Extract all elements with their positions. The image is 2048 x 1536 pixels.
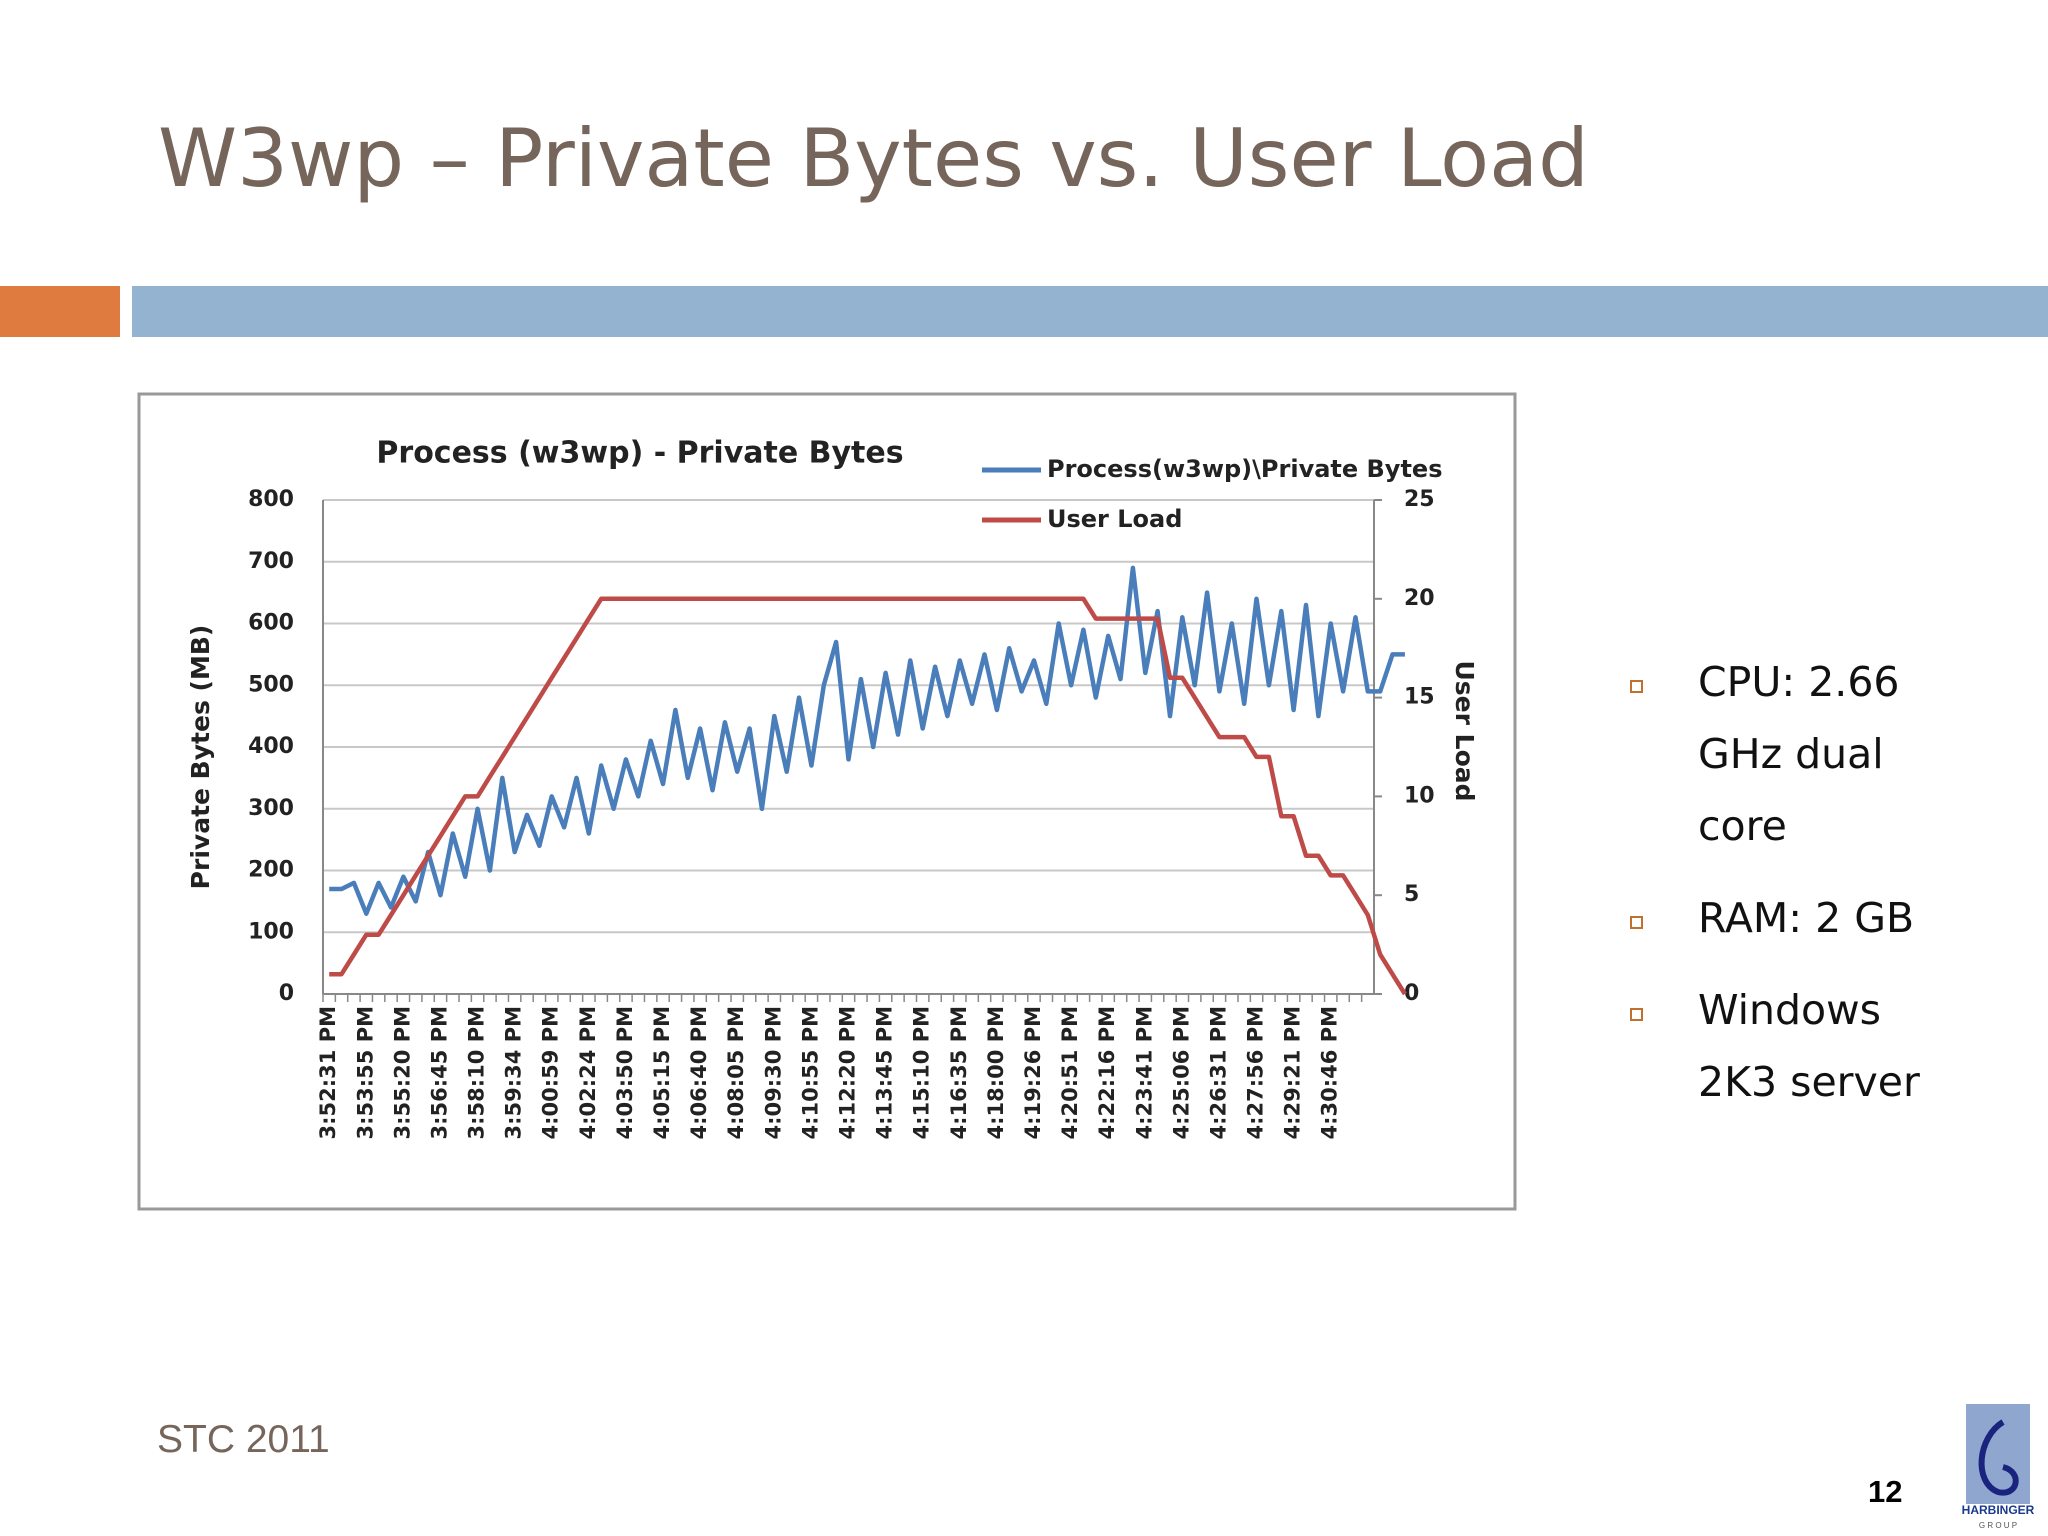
x-tick-label: 4:02:24 PM — [576, 1006, 600, 1139]
x-tick-label: 4:23:41 PM — [1132, 1006, 1156, 1139]
chart-title: Process (w3wp) - Private Bytes — [376, 436, 903, 471]
x-tick-label: 3:55:20 PM — [390, 1006, 414, 1139]
x-tick-label: 3:56:45 PM — [427, 1006, 451, 1139]
y2-tick-label: 15 — [1404, 685, 1435, 710]
y-axis-title: Private Bytes (MB) — [186, 625, 215, 890]
y-tick-label: 0 — [279, 981, 294, 1006]
y2-axis-title: User Load — [1450, 660, 1479, 801]
y-tick-label: 500 — [248, 672, 294, 697]
x-tick-label: 4:29:21 PM — [1281, 1006, 1305, 1139]
y-tick-label: 100 — [248, 919, 294, 944]
x-tick-label: 4:15:10 PM — [910, 1006, 934, 1139]
y2-tick-label: 5 — [1404, 882, 1419, 907]
x-tick-label: 3:58:10 PM — [465, 1006, 489, 1139]
x-tick-label: 4:12:20 PM — [836, 1006, 860, 1139]
x-tick-label: 4:00:59 PM — [539, 1006, 563, 1139]
x-tick-label: 4:20:51 PM — [1058, 1006, 1082, 1139]
x-tick-label: 4:08:05 PM — [724, 1006, 748, 1139]
x-tick-label: 4:13:45 PM — [873, 1006, 897, 1139]
x-tick-label: 4:06:40 PM — [687, 1006, 711, 1139]
y-tick-label: 300 — [248, 796, 294, 821]
y-tick-label: 700 — [248, 549, 294, 574]
x-tick-label: 4:10:55 PM — [798, 1006, 822, 1139]
y2-tick-label: 20 — [1404, 586, 1435, 611]
logo-mark — [1978, 1419, 2019, 1496]
bullet-list: CPU: 2.66 GHz dual core RAM: 2 GB Window… — [1620, 646, 1920, 1138]
logo-box — [1966, 1404, 2030, 1504]
header-bar — [132, 286, 2048, 337]
x-tick-label: 4:05:15 PM — [650, 1006, 674, 1139]
slide-title: W3wp – Private Bytes vs. User Load — [158, 112, 1589, 205]
accent-bar — [0, 286, 120, 337]
x-tick-label: 4:03:50 PM — [613, 1006, 637, 1139]
x-tick-label: 4:16:35 PM — [947, 1006, 971, 1139]
footer: STC 2011 — [157, 1418, 330, 1461]
x-tick-label: 4:22:16 PM — [1095, 1006, 1119, 1139]
legend-label: Process(w3wp)\Private Bytes — [1047, 455, 1442, 483]
page-number: 12 — [1868, 1474, 1903, 1509]
y-tick-label: 200 — [248, 858, 294, 883]
logo-name: HARBINGER — [1962, 1503, 2035, 1517]
bullet: Windows 2K3 server — [1620, 974, 1920, 1118]
y2-tick-label: 25 — [1404, 487, 1435, 512]
x-tick-label: 4:09:30 PM — [761, 1006, 785, 1139]
logo-sub: G R O U P — [1979, 1521, 2017, 1530]
x-tick-label: 3:52:31 PM — [316, 1006, 340, 1139]
x-tick-label: 3:59:34 PM — [502, 1006, 526, 1139]
x-tick-label: 4:25:06 PM — [1169, 1006, 1193, 1139]
y-tick-label: 400 — [248, 734, 294, 759]
x-tick-label: 4:18:00 PM — [984, 1006, 1008, 1139]
x-tick-label: 4:26:31 PM — [1206, 1006, 1230, 1139]
bullet: CPU: 2.66 GHz dual core — [1620, 646, 1920, 862]
legend-label: User Load — [1047, 505, 1182, 533]
y-tick-label: 800 — [248, 487, 294, 512]
series-line — [329, 565, 1405, 916]
y2-tick-label: 0 — [1404, 981, 1419, 1006]
y2-tick-label: 10 — [1404, 783, 1435, 808]
logo: HARBINGER G R O U P — [1962, 1404, 2035, 1530]
series-line — [329, 596, 1407, 996]
x-tick-label: 4:19:26 PM — [1021, 1006, 1045, 1139]
chart-frame — [137, 392, 1517, 1211]
bullet: RAM: 2 GB — [1620, 882, 1920, 954]
x-tick-label: 3:53:55 PM — [353, 1006, 377, 1139]
x-tick-label: 4:30:46 PM — [1318, 1006, 1342, 1139]
x-tick-label: 4:27:56 PM — [1244, 1006, 1268, 1139]
y-tick-label: 600 — [248, 611, 294, 636]
